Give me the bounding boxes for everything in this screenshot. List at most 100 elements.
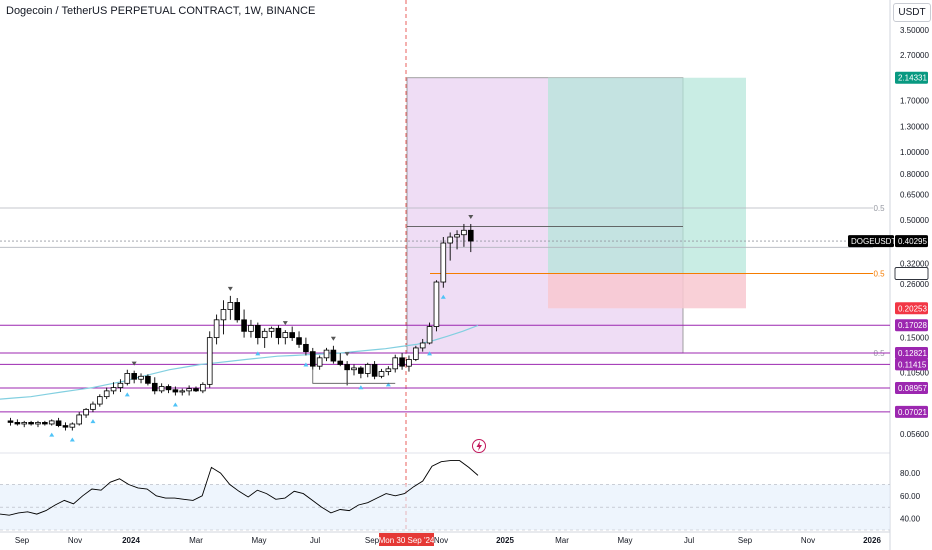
candle-body (392, 357, 399, 370)
price-axis: 80.00 60.00 40.00 3.50000 2.70000 1.70000 1.30… (848, 26, 929, 524)
candle (241, 309, 247, 338)
time-axis-label: May (617, 536, 632, 545)
candle-body (28, 422, 34, 425)
candle-body (268, 327, 275, 332)
candle-body (172, 389, 179, 393)
candle-body (200, 383, 206, 392)
candle (255, 322, 261, 345)
candle-body (426, 326, 433, 344)
price-axis-tick: 1.30000 (900, 123, 929, 132)
candle (282, 330, 289, 345)
candle-body (138, 375, 144, 380)
candle-body (323, 349, 330, 359)
candle (461, 223, 467, 247)
candle (48, 419, 55, 426)
candle (392, 354, 399, 373)
candle (83, 408, 89, 418)
sell-signal-marker (468, 214, 474, 219)
currency-button[interactable]: USDT (893, 3, 931, 22)
candle (103, 387, 110, 400)
candle (220, 300, 227, 335)
candle (110, 382, 117, 395)
price-tag-bg (894, 267, 929, 280)
candle-body (275, 327, 282, 339)
levels-layer (0, 324, 890, 413)
candle (151, 377, 158, 395)
buy-signal-marker (440, 294, 446, 299)
candle (165, 384, 172, 394)
candle (158, 383, 165, 394)
candle (426, 322, 433, 345)
candle (413, 345, 419, 362)
lightning-icon (472, 439, 486, 453)
candle (261, 328, 268, 348)
candle-body (358, 367, 364, 374)
candle (28, 420, 34, 426)
candle-body (83, 408, 89, 416)
candle (406, 355, 412, 372)
time-axis: Sep Nov 2024 Mar May Jul Sep Nov 2025 Mar May Jul Se… (15, 533, 881, 546)
candle-body (282, 332, 289, 339)
time-axis-label: 2024 (122, 536, 140, 545)
level-tag: 0.12821 (895, 346, 928, 359)
candle (447, 232, 453, 261)
candle-body (124, 373, 131, 384)
candle-body (461, 229, 467, 236)
moving-average-line (0, 324, 479, 400)
candle (337, 353, 344, 367)
candle (138, 373, 144, 384)
candle (309, 347, 316, 370)
candle (399, 353, 405, 370)
rsi-axis-tick: 60.00 (900, 492, 921, 501)
rsi-axis-tick: 40.00 (900, 515, 921, 524)
candle (316, 355, 323, 370)
candle (227, 295, 234, 320)
candle-body (241, 319, 247, 332)
lightning-icon-bolt (476, 441, 482, 451)
candle-body (165, 386, 172, 391)
candle (419, 338, 426, 352)
candle (213, 314, 220, 345)
sell-signal-marker (344, 352, 350, 357)
candle-body (220, 309, 227, 321)
candle-body (55, 420, 62, 426)
candle-body (337, 360, 344, 365)
candle-body (413, 347, 419, 360)
time-axis-label: Mar (189, 536, 203, 545)
candle-body (213, 319, 220, 339)
candle (296, 331, 302, 348)
price-axis-tick: 0.10500 (900, 368, 929, 377)
price-tag-bg (895, 71, 928, 84)
buy-signal-marker (90, 419, 96, 424)
candle (454, 230, 460, 250)
candle-body (330, 349, 337, 362)
price-axis-tick: 2.70000 (900, 51, 929, 60)
candle (378, 368, 385, 379)
time-axis-label: 2026 (863, 536, 881, 545)
price-tag-bg (895, 405, 928, 418)
candle (289, 326, 295, 341)
buy-signal-marker (69, 437, 75, 442)
candle-body (378, 371, 385, 377)
time-axis-label: Jul (310, 536, 320, 545)
candle (186, 385, 192, 396)
candle (35, 420, 41, 428)
candle-body (103, 390, 110, 398)
candle (206, 331, 213, 388)
candle-body (344, 364, 350, 371)
candle-body (145, 375, 151, 384)
buy-signal-marker (358, 385, 364, 390)
rsi-pane (0, 439, 890, 531)
candle (200, 382, 206, 394)
candle (248, 319, 254, 338)
rsi-line (0, 460, 479, 516)
candles-layer (0, 214, 479, 442)
candle-body (296, 337, 302, 345)
candle (364, 362, 371, 378)
buy-signal-marker (385, 382, 391, 387)
price-tag-label: 0.28901 (898, 270, 927, 279)
price-tag-label: 0.20253 (898, 304, 927, 313)
position-target-zone (548, 77, 746, 274)
time-axis-label: May (251, 536, 266, 545)
